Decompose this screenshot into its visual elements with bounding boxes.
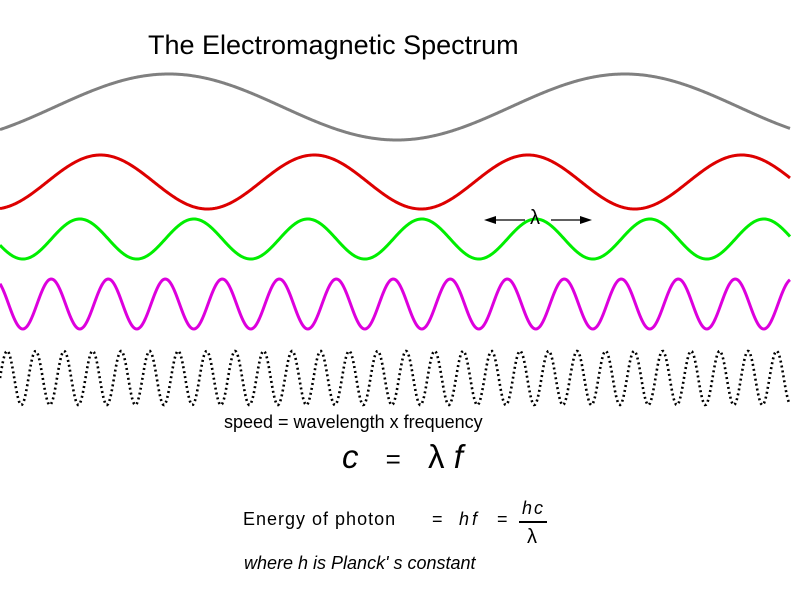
fraction-bar: [519, 521, 547, 523]
energy-numerator: hc: [522, 498, 546, 518]
wave-gray: [0, 72, 791, 142]
wavelength-symbol: λ: [530, 207, 540, 229]
eq-f: f: [453, 438, 463, 475]
energy-label: Energy of photon: [243, 509, 397, 529]
speed-relation-text: speed = wavelength x frequency: [224, 412, 483, 432]
energy-hf: hf: [459, 509, 481, 529]
energy-equals-1: =: [432, 509, 443, 529]
wave-red: [0, 153, 791, 211]
wave-black-dotted: [0, 349, 792, 407]
wave-green: [0, 217, 792, 261]
page-title: The Electromagnetic Spectrum: [148, 30, 519, 60]
planck-note: where h is Planck' s constant: [244, 553, 476, 573]
eq-c: c: [342, 438, 359, 475]
wavelength-arrow: [484, 216, 592, 224]
energy-denominator: λ: [527, 526, 537, 548]
eq-lambda: λ: [428, 438, 445, 475]
eq-equals: =: [385, 444, 401, 474]
energy-equals-2: =: [497, 509, 508, 529]
wave-equation: c = λ f: [342, 438, 463, 476]
wave-magenta: [0, 277, 791, 331]
